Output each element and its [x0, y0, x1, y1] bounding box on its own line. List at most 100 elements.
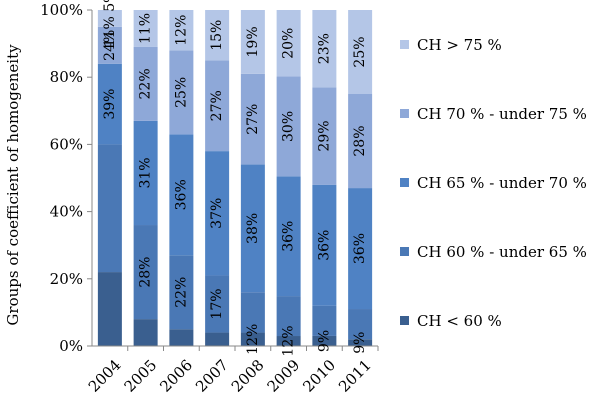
y-tick-label: 80% — [50, 68, 83, 86]
data-label: 28% — [352, 125, 368, 156]
bar-segment — [240, 332, 265, 346]
bar-segment — [348, 188, 373, 310]
y-axis-title: Groups of coefficient of homogeneity — [4, 44, 22, 326]
data-label: 20% — [281, 28, 297, 59]
bar-segment — [240, 10, 265, 74]
bar-segment — [205, 332, 230, 346]
bar-segment — [276, 76, 301, 177]
bar-segment — [169, 10, 194, 51]
bar-segment — [97, 144, 122, 273]
data-label: 22% — [173, 277, 189, 308]
bar-segment — [312, 10, 337, 88]
data-label: 28% — [138, 257, 154, 288]
legend-label: CH < 60 % — [417, 312, 502, 330]
data-label: 22% — [138, 68, 154, 99]
bars-layer — [97, 10, 373, 346]
bar-segment — [348, 94, 373, 189]
data-label: 30% — [281, 111, 297, 142]
segment-labels: 39% 24%11% 5% 28% 31% 22% 11% 22% 36% 25% 12% 17% 3… — [102, 0, 368, 357]
y-tick-label: 40% — [50, 203, 83, 221]
bar-segment — [240, 73, 265, 165]
y-axis-ticks: 0% 20% 40% 60% 80% 100% — [40, 1, 92, 355]
legend-label: CH 65 % - under 70 % — [417, 174, 587, 192]
data-label: 17% — [209, 288, 225, 319]
x-tick-label: 2010 — [299, 356, 339, 396]
data-label: 12% — [173, 15, 189, 46]
bar-segment — [276, 10, 301, 77]
data-label: 36% — [316, 230, 332, 261]
bar-segment — [276, 296, 301, 337]
y-tick-label: 0% — [59, 337, 83, 355]
data-label: 31% — [138, 157, 154, 188]
bar-segment — [240, 164, 265, 293]
data-label: 27% — [245, 104, 261, 135]
data-label: 37% — [209, 198, 225, 229]
bar-segment — [312, 335, 337, 346]
bar-segment — [240, 292, 265, 333]
bar-segment — [348, 10, 373, 94]
y-tick-label: 60% — [50, 135, 83, 153]
data-label: 9% — [316, 330, 332, 352]
bar-segment — [205, 10, 230, 61]
bar-segment — [205, 275, 230, 333]
bar-segment — [312, 305, 337, 336]
data-label: 12% — [281, 325, 297, 356]
bar-segment — [169, 134, 194, 256]
bar-segment — [133, 120, 158, 226]
x-tick-label: 2009 — [264, 356, 304, 396]
bar-segment — [133, 10, 158, 47]
legend-label: CH 70 % - under 75 % — [417, 105, 587, 123]
legend-swatch — [400, 40, 409, 49]
bar-segment — [276, 336, 301, 346]
bar-segment — [312, 184, 337, 306]
data-label: 25% — [173, 77, 189, 108]
bar-segment — [97, 10, 122, 27]
bar-segment — [312, 87, 337, 185]
legend: CH > 75 % CH 70 % - under 75 % CH 65 % - u… — [400, 36, 587, 330]
x-tick-label: 2005 — [121, 356, 161, 396]
bar-segment — [133, 225, 158, 320]
x-tick-label: 2008 — [228, 356, 268, 396]
data-label: 12% — [245, 324, 261, 355]
bar-segment — [205, 151, 230, 276]
data-label: 9% — [352, 332, 368, 354]
data-label: 11% 5% — [102, 0, 118, 47]
data-label: 36% — [352, 233, 368, 264]
bar-segment — [97, 26, 122, 64]
data-label: 19% — [245, 26, 261, 57]
data-label: 29% — [316, 120, 332, 151]
data-label: 36% — [281, 221, 297, 252]
legend-swatch — [400, 178, 409, 187]
legend-swatch — [400, 316, 409, 325]
x-tick-label: 2011 — [335, 356, 375, 396]
bar-segment — [169, 255, 194, 330]
data-label: 25% — [352, 36, 368, 67]
bar-segment — [97, 63, 122, 145]
data-label: 39% — [102, 89, 118, 120]
y-tick-label: 20% — [50, 270, 83, 288]
bar-segment — [276, 176, 301, 297]
legend-label: CH 60 % - under 65 % — [417, 243, 587, 261]
y-tick-label: 100% — [40, 1, 83, 19]
data-label: 38% — [245, 213, 261, 244]
data-label: 11% — [138, 13, 154, 44]
x-tick-label: 2007 — [192, 356, 232, 396]
data-label: 27% — [209, 90, 225, 121]
legend-swatch — [400, 109, 409, 118]
legend-label: CH > 75 % — [417, 36, 502, 54]
legend-swatch — [400, 247, 409, 256]
bar-segment — [169, 329, 194, 346]
data-label: 24% — [102, 30, 118, 61]
data-label: 15% — [209, 20, 225, 51]
data-label: 36% — [173, 179, 189, 210]
bar-segment — [133, 319, 158, 346]
bar-segment — [169, 50, 194, 135]
bar-segment — [348, 309, 373, 340]
bar-segment — [348, 339, 373, 346]
x-tick-label: 2006 — [156, 356, 196, 396]
x-tick-label: 2004 — [85, 356, 125, 396]
bar-segment — [97, 272, 122, 346]
bar-segment — [205, 60, 230, 152]
